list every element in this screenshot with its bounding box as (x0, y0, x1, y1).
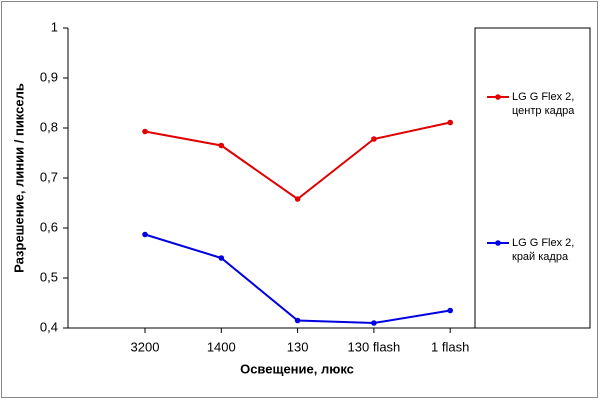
point (447, 119, 454, 126)
y-tick-label: 0,6 (40, 219, 58, 234)
x-tick-label: 130 flash (348, 339, 401, 354)
y-tick-label: 0,7 (40, 169, 58, 184)
legend-label: LG G Flex 2, край кадра (512, 237, 575, 263)
legend-marker (495, 94, 501, 100)
point (294, 317, 301, 324)
y-tick-label: 0,9 (40, 69, 58, 84)
x-axis-title: Освещение, люкс (240, 361, 354, 376)
point (218, 142, 225, 149)
legend-panel (474, 27, 591, 329)
legend-label: LG G Flex 2, центр кадра (512, 91, 575, 117)
point (371, 320, 377, 326)
point (371, 136, 377, 142)
point (218, 255, 225, 261)
series-line (144, 121, 451, 201)
point (142, 231, 148, 238)
x-tick-label: 3200 (131, 339, 160, 354)
y-tick-label: 0,5 (40, 269, 58, 284)
legend-marker (495, 240, 501, 246)
y-tick-label: 0,8 (40, 119, 58, 134)
y-tick-label: 0,4 (40, 319, 58, 334)
x-tick-label: 1 flash (431, 339, 469, 354)
point (142, 128, 148, 135)
x-tick-label: 1400 (207, 339, 236, 354)
x-tick-label: 130 (287, 339, 309, 354)
point (447, 307, 454, 314)
point (294, 196, 301, 202)
y-axis-title: Разрешение, линии / пиксель (11, 83, 26, 273)
y-tick-label: 1 (51, 19, 58, 34)
series-line (144, 233, 451, 325)
